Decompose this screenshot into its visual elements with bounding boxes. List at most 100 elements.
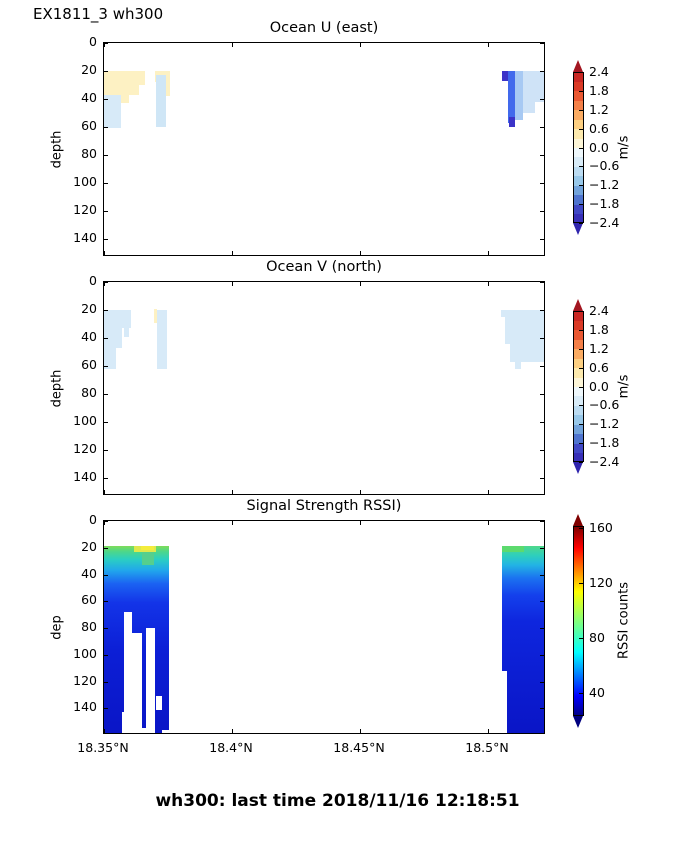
y-tick-mark (540, 521, 544, 522)
colorbar-tick-mark (579, 147, 583, 149)
colorbar-tick-mark (579, 443, 583, 445)
colorbar-tick-label: 160 (589, 520, 613, 536)
colorbar-tick-label: −2.4 (589, 215, 620, 230)
y-tick-mark (104, 654, 108, 656)
y-tick-mark (540, 282, 544, 283)
colorbar-tick-label: 40 (589, 685, 605, 701)
heatmap-cell (515, 70, 524, 120)
colorbar-arrow-up (573, 299, 583, 311)
y-tick-mark (104, 182, 108, 184)
colorbar-segment (574, 157, 583, 168)
x-tick-mark (360, 729, 361, 733)
colorbar-tick-label: 2.4 (589, 303, 609, 318)
y-tick-label: 0 (89, 34, 97, 49)
colorbar-segment (574, 443, 583, 455)
colorbar-segment (574, 119, 583, 131)
y-tick-mark (104, 98, 108, 100)
colorbar-tick-label: 2.4 (589, 64, 609, 79)
colorbar-tick-mark (579, 367, 583, 369)
y-tick-mark (104, 574, 108, 576)
y-tick-mark (104, 681, 108, 683)
x-tick-mark (232, 729, 233, 733)
y-tick-mark (540, 681, 544, 683)
x-tick-mark (360, 43, 361, 47)
colorbar-tick-label: 120 (589, 575, 613, 591)
colorbar-tick-label: 1.8 (589, 82, 609, 98)
x-tick-mark (104, 729, 105, 733)
colorbar-segment (574, 81, 583, 93)
colorbar-tick-label: −1.8 (589, 196, 620, 212)
panel-title-rssi: Signal Strength RSSI) (246, 498, 402, 514)
x-tick-mark (232, 251, 233, 255)
colorbar-tick-mark (579, 693, 583, 695)
x-tick-mark (104, 521, 105, 525)
colorbar-tick-mark (579, 348, 583, 350)
colorbar-arrow-up (573, 60, 583, 72)
y-tick-mark (540, 70, 544, 72)
colorbar-tick-label: 0.0 (589, 378, 609, 394)
colorbar (573, 72, 584, 223)
y-tick-label: 120 (73, 201, 97, 217)
heatmap-cell (155, 75, 166, 127)
colorbar-segment (574, 91, 583, 102)
heatmap-cell (104, 309, 131, 329)
heatmap-cell (523, 70, 544, 102)
y-tick-label: 100 (73, 645, 97, 661)
colorbar-segment (574, 138, 583, 149)
colorbar-segment (574, 195, 583, 206)
y-tick-mark (104, 210, 108, 212)
x-tick-mark (360, 490, 361, 494)
colorbar-segment (574, 166, 583, 178)
y-tick-label: 0 (89, 512, 97, 527)
y-tick-label: 100 (73, 173, 97, 189)
panel-title-ocean-v: Ocean V (north) (266, 259, 382, 275)
heatmap-cell (502, 546, 524, 552)
panel-title-ocean-u: Ocean U (east) (269, 20, 379, 36)
colorbar-tick-label: 0.6 (589, 359, 609, 375)
y-tick-mark (540, 574, 544, 576)
y-tick-label: 60 (81, 592, 97, 608)
y-tick-label: 140 (73, 229, 97, 245)
y-tick-label: 0 (89, 273, 97, 288)
y-tick-label: 20 (81, 538, 97, 554)
heatmap-cell (120, 94, 130, 104)
colorbar-segment (574, 100, 583, 112)
y-tick-mark (104, 126, 108, 128)
heatmap-cell (155, 696, 163, 710)
colorbar-tick-mark (579, 405, 583, 407)
colorbar-tick-label: −2.4 (589, 454, 620, 469)
heatmap-cell (131, 633, 142, 733)
colorbar-segment (574, 368, 583, 379)
x-tick-label: 18.35°N (77, 740, 129, 755)
colorbar-tick-mark (579, 128, 583, 130)
heatmap-cell (515, 361, 521, 369)
colorbar-gradient (574, 526, 583, 715)
y-tick-mark (540, 654, 544, 656)
colorbar-segment (574, 73, 583, 83)
y-tick-mark (540, 238, 544, 240)
y-tick-mark (104, 628, 108, 629)
colorbar-tick-label: −1.8 (589, 435, 620, 451)
colorbar-tick-mark (579, 462, 583, 463)
heatmap-cell (138, 70, 145, 85)
y-tick-mark (540, 337, 544, 339)
colorbar-unit-rssi: RSSI counts (616, 581, 632, 659)
y-tick-mark (104, 309, 108, 311)
y-tick-mark (540, 628, 544, 629)
colorbar-segment (574, 396, 583, 407)
x-tick-mark (488, 490, 489, 494)
colorbar-segment (574, 424, 583, 436)
y-tick-mark (540, 182, 544, 184)
y-tick-label: 120 (73, 672, 97, 688)
colorbar-segment (574, 148, 583, 159)
colorbar-tick-mark (579, 204, 583, 206)
x-tick-label: 18.5°N (465, 740, 509, 755)
y-tick-mark (104, 547, 108, 549)
y-tick-label: 60 (81, 117, 97, 133)
x-tick-mark (232, 521, 233, 525)
y-tick-mark (104, 70, 108, 72)
heatmap-cell (124, 328, 130, 337)
colorbar-arrow-up (573, 513, 583, 526)
colorbar-tick-mark (579, 311, 583, 312)
